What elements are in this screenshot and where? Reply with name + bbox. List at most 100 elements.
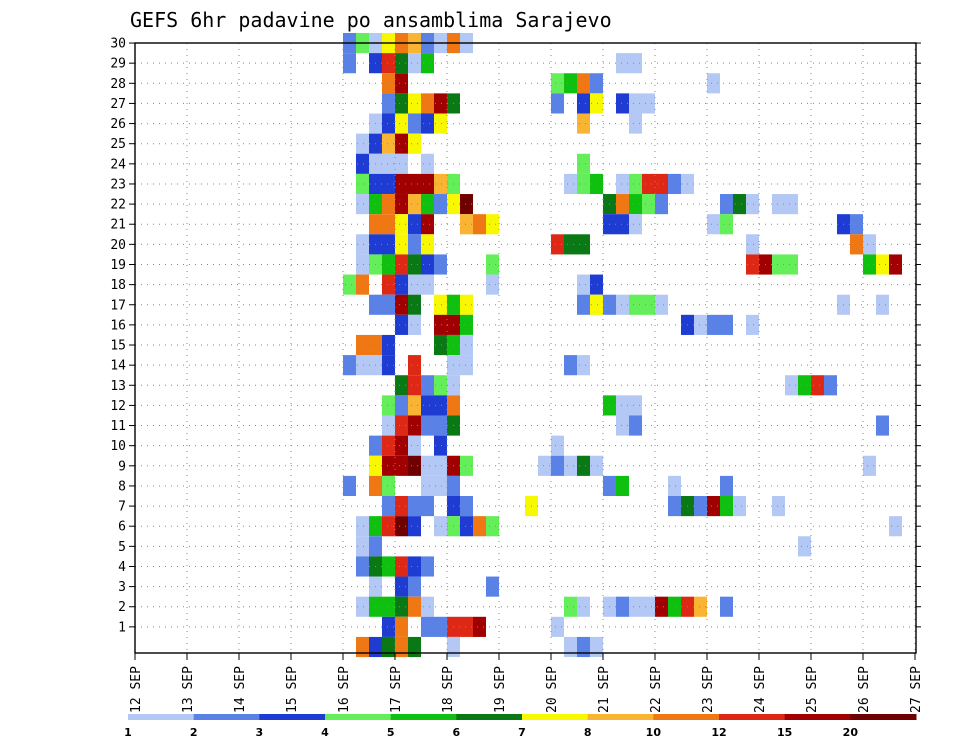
colorbar-swatch <box>456 714 523 720</box>
heatmap-cell <box>434 254 447 275</box>
colorbar: 1 2 3 4 5 6 7 8 10 12 15 20 <box>124 714 917 739</box>
heatmap-cell <box>434 173 447 195</box>
heatmap-cell <box>577 355 590 376</box>
heatmap-cell <box>460 214 473 235</box>
heatmap-cell <box>746 254 759 275</box>
heatmap-cell <box>460 496 473 517</box>
colorbar-label: 8 <box>584 726 592 739</box>
heatmap-cell <box>408 375 421 396</box>
heatmap-cell <box>785 375 798 396</box>
x-tick-label: 20 SEP <box>545 666 560 713</box>
heatmap-cell <box>343 274 356 295</box>
heatmap-cell <box>577 274 590 295</box>
heatmap-cell <box>629 194 642 215</box>
heatmap-cell <box>343 355 356 376</box>
heatmap-cell <box>551 73 564 94</box>
heatmap-cell <box>382 194 395 215</box>
heatmap-cell <box>382 415 395 436</box>
heatmap-cell <box>421 93 434 114</box>
heatmap-cell <box>629 113 642 134</box>
colorbar-label: 4 <box>321 726 329 739</box>
heatmap-cell <box>382 435 395 456</box>
heatmap-cell <box>382 395 395 416</box>
heatmap-cell <box>629 173 642 195</box>
heatmap-cell <box>356 556 369 577</box>
heatmap-cell <box>434 455 447 476</box>
colorbar-swatch <box>587 714 654 720</box>
heatmap-cell <box>395 395 408 416</box>
heatmap-cell <box>408 133 421 154</box>
heatmap-cell <box>616 93 629 114</box>
heatmap-cell <box>629 214 642 235</box>
heatmap-cell <box>707 496 720 517</box>
heatmap-cell <box>460 455 473 476</box>
heatmap-cell <box>382 636 395 658</box>
x-tick-label: 23 SEP <box>701 666 716 713</box>
x-tick-label: 24 SEP <box>753 666 768 713</box>
heatmap-cell <box>629 93 642 114</box>
heatmap-cell <box>395 234 408 255</box>
x-tick-label: 16 SEP <box>337 666 352 713</box>
heatmap-cell <box>421 556 434 577</box>
y-tick-label: 5 <box>118 540 126 555</box>
heatmap-cell <box>707 314 720 335</box>
heatmap-cell <box>434 516 447 537</box>
heatmap-cell <box>356 254 369 275</box>
y-tick-label: 26 <box>110 117 126 132</box>
heatmap-cell <box>733 496 746 517</box>
heatmap-cell <box>434 395 447 416</box>
heatmap-cell <box>408 194 421 215</box>
heatmap-cell <box>785 194 798 215</box>
heatmap-cell <box>421 415 434 436</box>
heatmap-cell <box>421 375 434 396</box>
heatmap-cell <box>642 596 655 617</box>
heatmap-cell <box>395 516 408 537</box>
x-tick-label: 25 SEP <box>805 666 820 713</box>
heatmap-cell <box>421 496 434 517</box>
heatmap-cell <box>798 536 811 557</box>
x-tick-label: 15 SEP <box>285 666 300 713</box>
heatmap-cell <box>408 496 421 517</box>
heatmap-cell <box>421 455 434 476</box>
heatmap-cell <box>694 314 707 335</box>
heatmap-cell <box>382 616 395 637</box>
heatmap-cell <box>876 415 889 436</box>
heatmap-cell <box>616 294 629 315</box>
colorbar-swatch <box>719 714 786 720</box>
x-tick-label: 17 SEP <box>389 666 404 713</box>
heatmap-cell <box>720 314 733 335</box>
heatmap-cell <box>811 375 824 396</box>
heatmap-cell <box>382 596 395 617</box>
heatmap-cell <box>408 254 421 275</box>
heatmap-cell <box>356 516 369 537</box>
y-tick-label: 3 <box>118 580 126 595</box>
colorbar-swatch <box>390 714 457 720</box>
heatmap-cell <box>473 214 486 235</box>
heatmap-cell <box>889 254 902 275</box>
heatmap-cell <box>564 234 577 255</box>
heatmap-cell <box>408 455 421 476</box>
heatmap-cell <box>395 254 408 275</box>
colorbar-label: 12 <box>711 726 726 739</box>
heatmap-cell <box>408 435 421 456</box>
y-tick-label: 17 <box>110 298 126 313</box>
heatmap-cell <box>577 173 590 195</box>
heatmap-cell <box>421 153 434 174</box>
y-tick-label: 19 <box>110 258 126 273</box>
heatmap-cell <box>772 194 785 215</box>
heatmap-cell <box>460 616 473 637</box>
heatmap-cell <box>590 173 603 195</box>
heatmap-cell <box>720 194 733 215</box>
heatmap-cell <box>642 294 655 315</box>
heatmap-cell <box>668 173 681 195</box>
heatmap-cell <box>369 636 382 658</box>
heatmap-cell <box>577 113 590 134</box>
heatmap-cell <box>421 53 434 74</box>
heatmap-cell <box>395 496 408 517</box>
heatmap-cell <box>382 355 395 376</box>
plot-frame <box>134 42 917 654</box>
colorbar-label: 6 <box>453 726 461 739</box>
heatmap-cell <box>421 113 434 134</box>
heatmap-cell <box>642 93 655 114</box>
heatmap-cell <box>382 496 395 517</box>
